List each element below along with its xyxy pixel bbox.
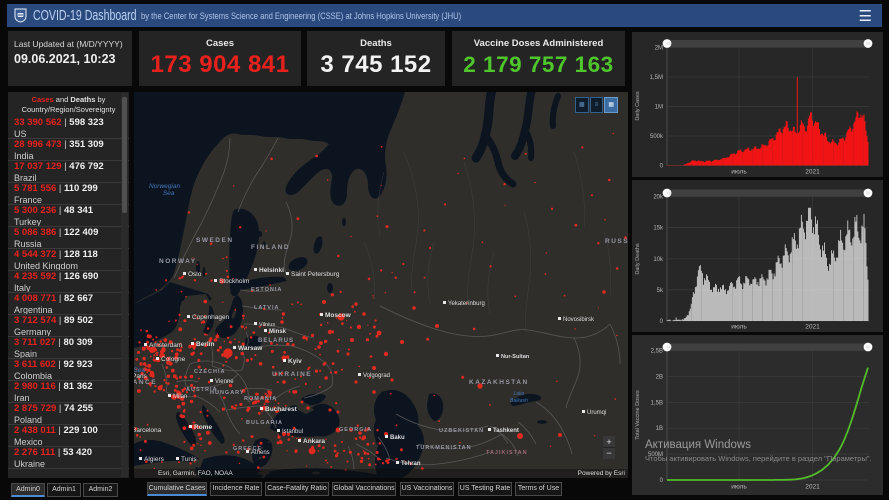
svg-text:1,5M: 1,5M (650, 75, 663, 81)
svg-text:10k: 10k (653, 257, 664, 263)
svg-text:2021: 2021 (805, 169, 820, 176)
svg-text:2021: 2021 (805, 324, 820, 331)
svg-text:1B: 1B (656, 426, 663, 432)
svg-text:15k: 15k (653, 226, 664, 232)
svg-text:0: 0 (660, 164, 664, 170)
svg-text:500M: 500M (648, 452, 663, 458)
svg-text:0: 0 (660, 319, 664, 325)
svg-text:2021: 2021 (805, 484, 820, 491)
svg-text:20k: 20k (653, 195, 664, 201)
svg-text:июль: июль (731, 324, 747, 331)
svg-text:500k: 500k (650, 134, 664, 140)
svg-text:июль: июль (731, 484, 747, 491)
svg-text:5k: 5k (657, 288, 664, 294)
svg-text:Total Vaccine Doses: Total Vaccine Doses (635, 390, 641, 440)
svg-text:2B: 2B (656, 374, 663, 380)
svg-text:июль: июль (731, 169, 747, 176)
svg-text:1M: 1M (655, 105, 663, 111)
svg-text:2,5B: 2,5B (651, 349, 663, 355)
svg-text:Daily Cases: Daily Cases (635, 91, 641, 121)
svg-text:2M: 2M (655, 46, 663, 52)
svg-text:1,5B: 1,5B (651, 400, 663, 406)
svg-text:0: 0 (660, 478, 664, 484)
svg-text:Daily Deaths: Daily Deaths (635, 243, 641, 274)
